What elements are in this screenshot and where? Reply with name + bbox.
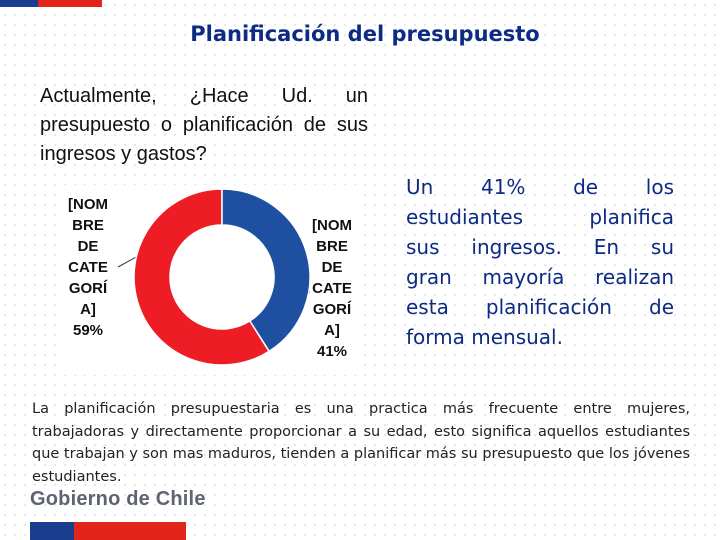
summary-line: esta planificación de — [406, 295, 674, 319]
slice-0-label: [NOM BRE DE CATE GORÍ A] 59% — [68, 196, 108, 339]
slice-label-line: BRE — [72, 217, 104, 234]
footnote-text: La planificación presupuestaria es una p… — [32, 401, 690, 485]
summary-line: sus ingresos. En su — [406, 235, 674, 259]
bottom-flag-bar — [30, 522, 186, 540]
slice-label-line: [NOM — [312, 217, 352, 234]
donut-chart: [NOM BRE DE CATE GORÍ A] 59% [NOM BRE DE CATE GORÍ… — [60, 185, 358, 375]
slice-label-line: 59% — [73, 322, 103, 339]
summary-line: Un 41% de los — [406, 175, 674, 199]
slice-label-line: A] — [80, 301, 96, 318]
summary-line: gran mayoría realizan — [406, 265, 674, 289]
survey-question: Actualmente, ¿Hace Ud. un presupuesto o … — [40, 85, 368, 165]
slice-label-line: 41% — [317, 343, 347, 360]
bottom-flag-blue — [30, 522, 74, 540]
top-flag-blue — [0, 0, 38, 7]
logo-text: Gobierno de Chile — [30, 488, 206, 510]
slice-label-line: [NOM — [68, 196, 108, 213]
slide-title: Planificación del presupuesto — [190, 22, 540, 46]
donut-chart-svg: [NOM BRE DE CATE GORÍ A] 59% [NOM BRE DE CATE GORÍ… — [68, 188, 352, 366]
summary-line: forma mensual. — [406, 325, 563, 349]
slice-label-line: A] — [324, 322, 340, 339]
summary-text: Un 41% de los estudiantes planifica sus … — [406, 172, 674, 352]
slice-label-line: GORÍ — [69, 280, 108, 297]
slice-label-line: CATE — [68, 259, 108, 276]
donut-slice-1 — [221, 188, 311, 353]
slice-label-line: GORÍ — [313, 301, 352, 318]
donut-slice-0 — [133, 188, 271, 366]
slice-1-label: [NOM BRE DE CATE GORÍ A] 41% — [312, 217, 352, 360]
bottom-flag-red — [74, 522, 186, 540]
slice-label-line: DE — [78, 238, 99, 255]
top-flag-bar — [0, 0, 102, 7]
top-flag-red — [38, 0, 102, 7]
slice-label-line: DE — [322, 259, 343, 276]
slice-label-line: CATE — [312, 280, 352, 297]
government-logo: Gobierno de Chile — [30, 488, 206, 511]
slice-label-line: BRE — [316, 238, 348, 255]
summary-line: estudiantes planifica — [406, 205, 674, 229]
